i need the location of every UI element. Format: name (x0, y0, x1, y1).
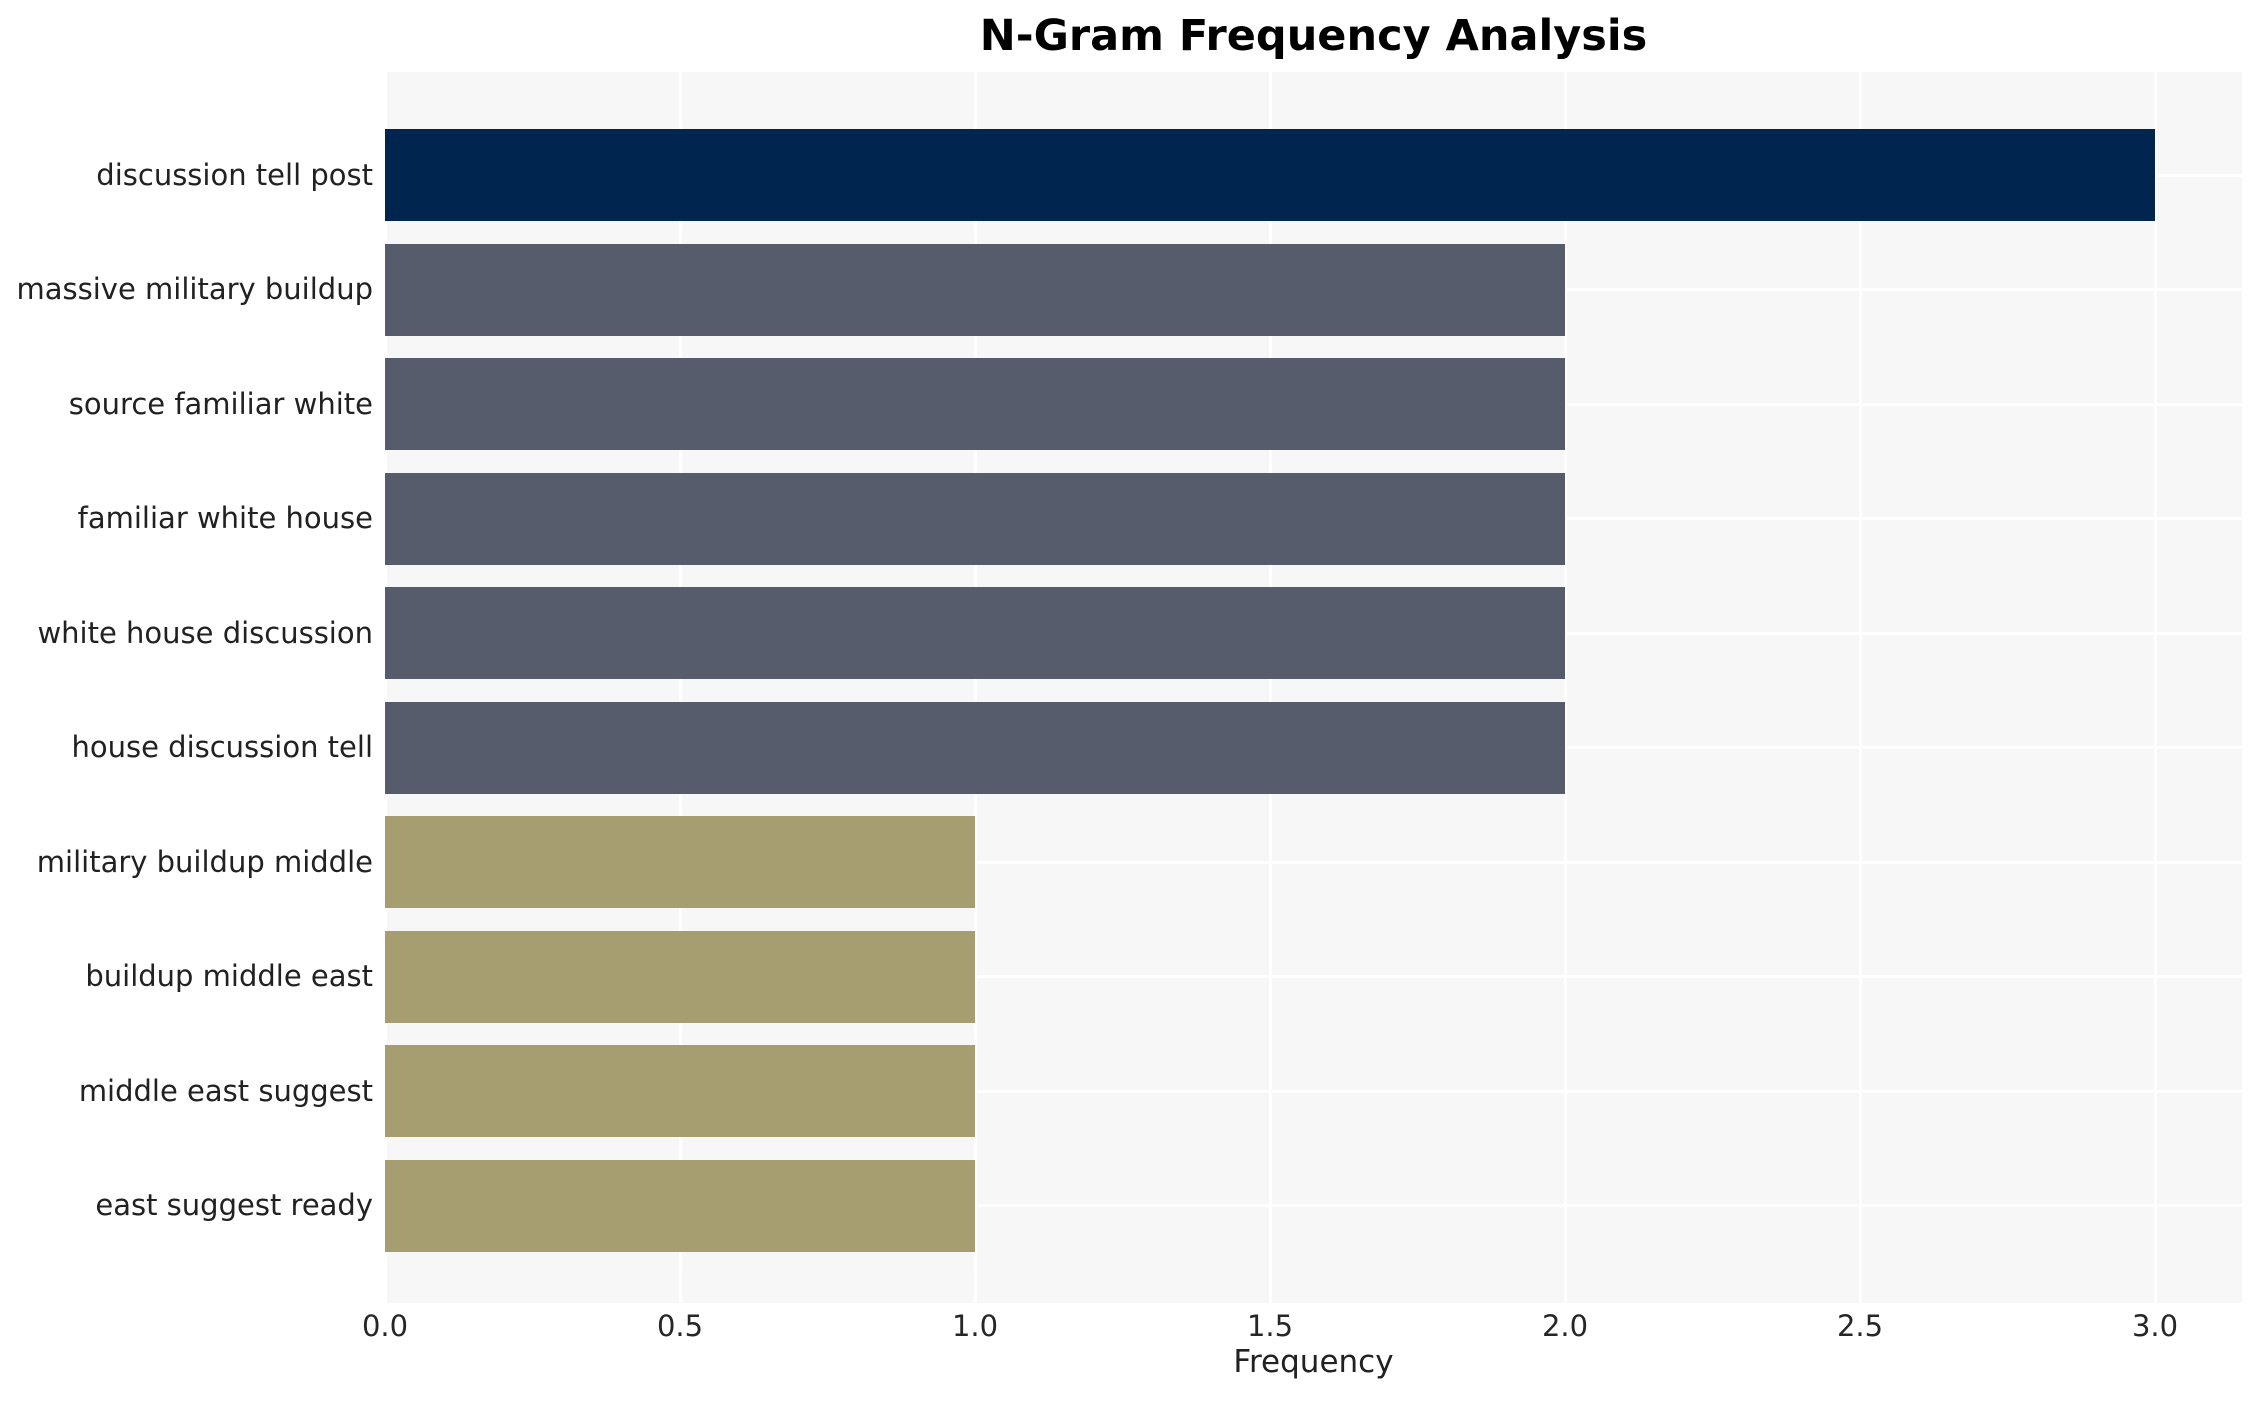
bar-row: house discussion tell (0, 691, 2263, 806)
gridline-vertical (2153, 72, 2157, 1303)
frequency-bar (385, 701, 1565, 794)
gridline-horizontal (385, 1089, 2242, 1093)
category-label: east suggest ready (95, 1188, 373, 1223)
x-tick-label: 0.5 (656, 1309, 704, 1343)
gridline-horizontal (385, 975, 2242, 979)
x-tick-label: 3.0 (2131, 1309, 2179, 1343)
gridline-vertical (678, 72, 682, 1303)
frequency-bar (385, 472, 1565, 565)
category-label: massive military buildup (16, 272, 373, 307)
bar-rows: discussion tell post massive military bui… (0, 72, 2263, 1303)
category-label: discussion tell post (96, 157, 373, 192)
frequency-bar (385, 930, 975, 1023)
category-label: middle east suggest (78, 1073, 373, 1108)
x-tick-label: 2.0 (1541, 1309, 1589, 1343)
gridline-horizontal (385, 860, 2242, 864)
bar-row: familiar white house (0, 462, 2263, 577)
gridline-vertical (973, 72, 977, 1303)
category-label: source familiar white (68, 386, 373, 421)
x-axis-ticks: 0.0 0.5 1.0 1.5 2.0 2.5 3.0 (0, 1309, 2263, 1347)
category-label: familiar white house (77, 501, 373, 536)
bar-row: east suggest ready (0, 1149, 2263, 1264)
frequency-bar (385, 243, 1565, 336)
bar-row: discussion tell post (0, 118, 2263, 233)
bar-row: white house discussion (0, 576, 2263, 691)
chart-title: N-Gram Frequency Analysis (979, 11, 1648, 61)
gridline-vertical (1563, 72, 1567, 1303)
gridline-horizontal (385, 1204, 2242, 1208)
frequency-bar (385, 587, 1565, 680)
bar-row: massive military buildup (0, 233, 2263, 348)
frequency-bar (385, 1159, 975, 1252)
bar-row: middle east suggest (0, 1034, 2263, 1149)
gridline-vertical (1858, 72, 1862, 1303)
gridline-vertical (385, 72, 387, 1303)
category-label: military buildup middle (36, 844, 373, 879)
category-label: buildup middle east (85, 959, 373, 994)
bar-row: military buildup middle (0, 805, 2263, 920)
category-label: white house discussion (37, 615, 373, 650)
x-tick-label: 0.0 (361, 1309, 409, 1343)
frequency-bar (385, 129, 2155, 222)
frequency-bar (385, 816, 975, 909)
x-axis-label: Frequency (1233, 1344, 1394, 1380)
x-tick-label: 1.0 (951, 1309, 999, 1343)
gridline-vertical (1268, 72, 1272, 1303)
frequency-bar (385, 1045, 975, 1138)
frequency-bar (385, 358, 1565, 451)
x-tick-label: 1.5 (1246, 1309, 1294, 1343)
bar-row: source familiar white (0, 347, 2263, 462)
x-tick-label: 2.5 (1836, 1309, 1884, 1343)
bar-row: buildup middle east (0, 920, 2263, 1035)
category-label: house discussion tell (71, 730, 373, 765)
